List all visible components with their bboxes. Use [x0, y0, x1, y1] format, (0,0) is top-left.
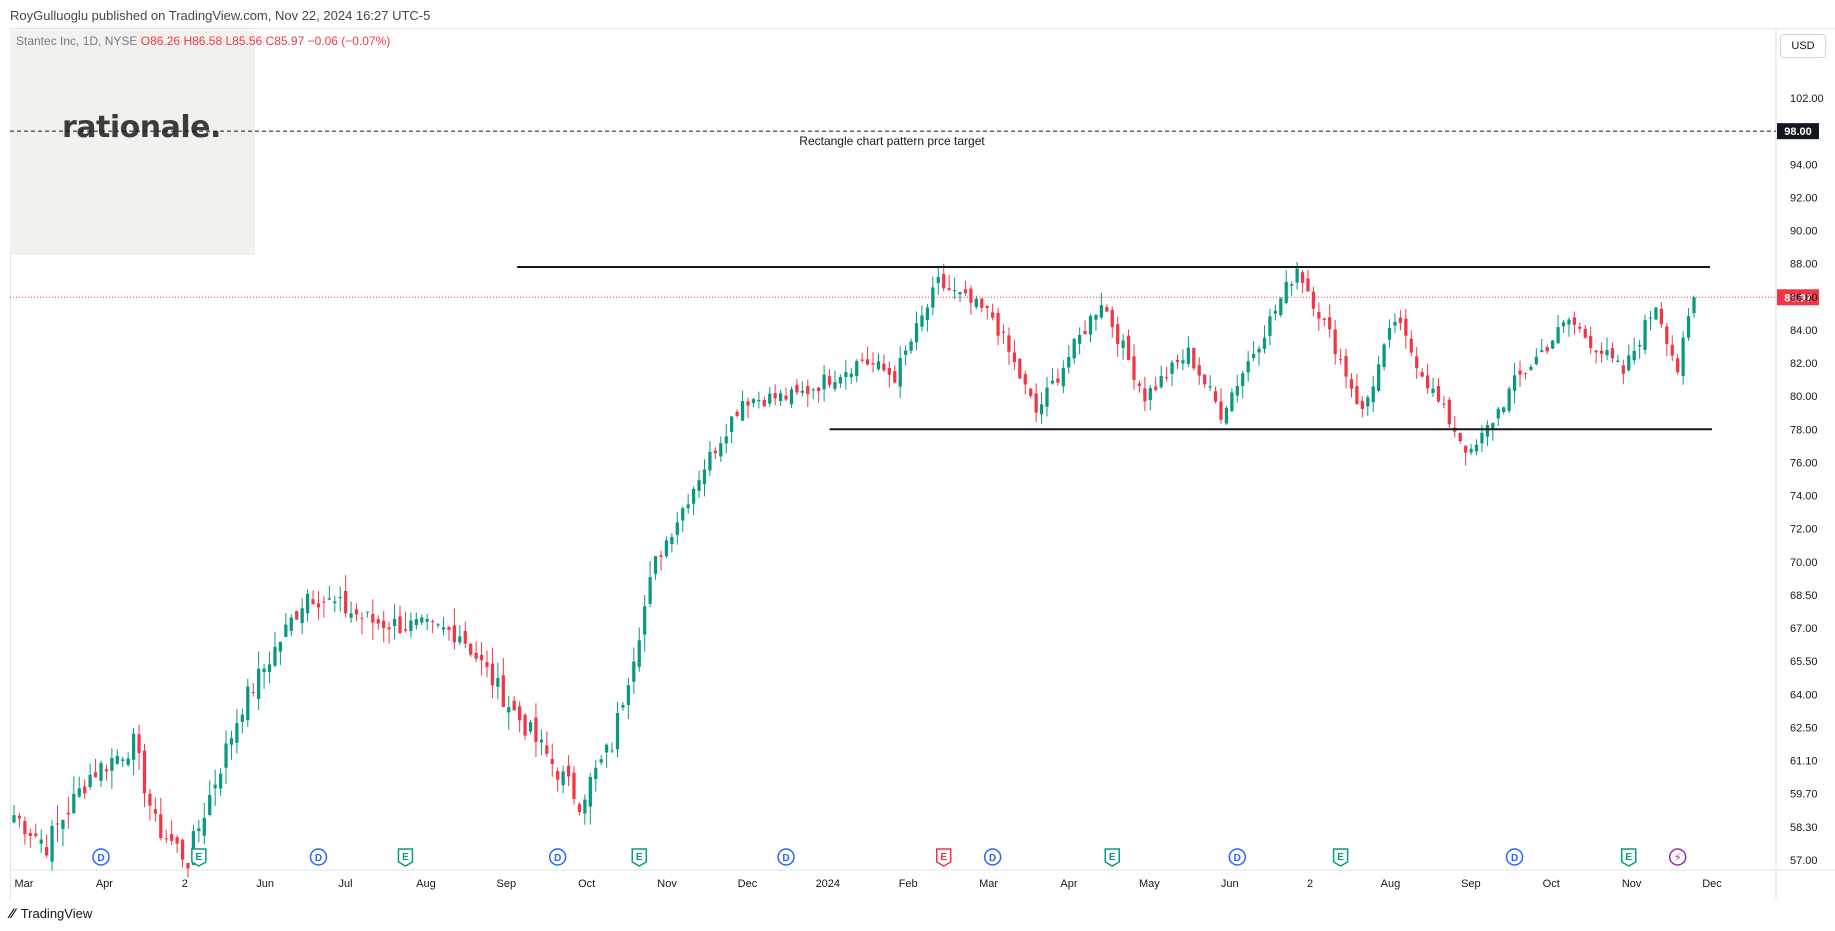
footer-brand: TradingView: [20, 905, 93, 921]
tradingview-logo-icon: ⁄⁄: [10, 905, 15, 921]
legend-symbol: Stantec Inc, 1D, NYSE: [16, 34, 138, 48]
published-info: RoyGulluoglu published on TradingView.co…: [10, 8, 431, 23]
footer: ⁄⁄ TradingView: [10, 905, 92, 921]
currency-button[interactable]: USD: [1780, 34, 1826, 58]
legend-low: L85.56: [225, 34, 263, 48]
legend-change: −0.06 (−0.07%): [307, 34, 391, 48]
legend-high: H86.58: [183, 34, 223, 48]
legend-open: O86.26: [140, 34, 181, 48]
watermark-logo-text: rationale.: [62, 110, 221, 145]
watermark-logo-box: [10, 30, 255, 255]
chart-pane[interactable]: [10, 28, 1835, 901]
legend-close: C85.97: [265, 34, 305, 48]
symbol-legend: Stantec Inc, 1D, NYSE O86.26 H86.58 L85.…: [16, 34, 390, 48]
